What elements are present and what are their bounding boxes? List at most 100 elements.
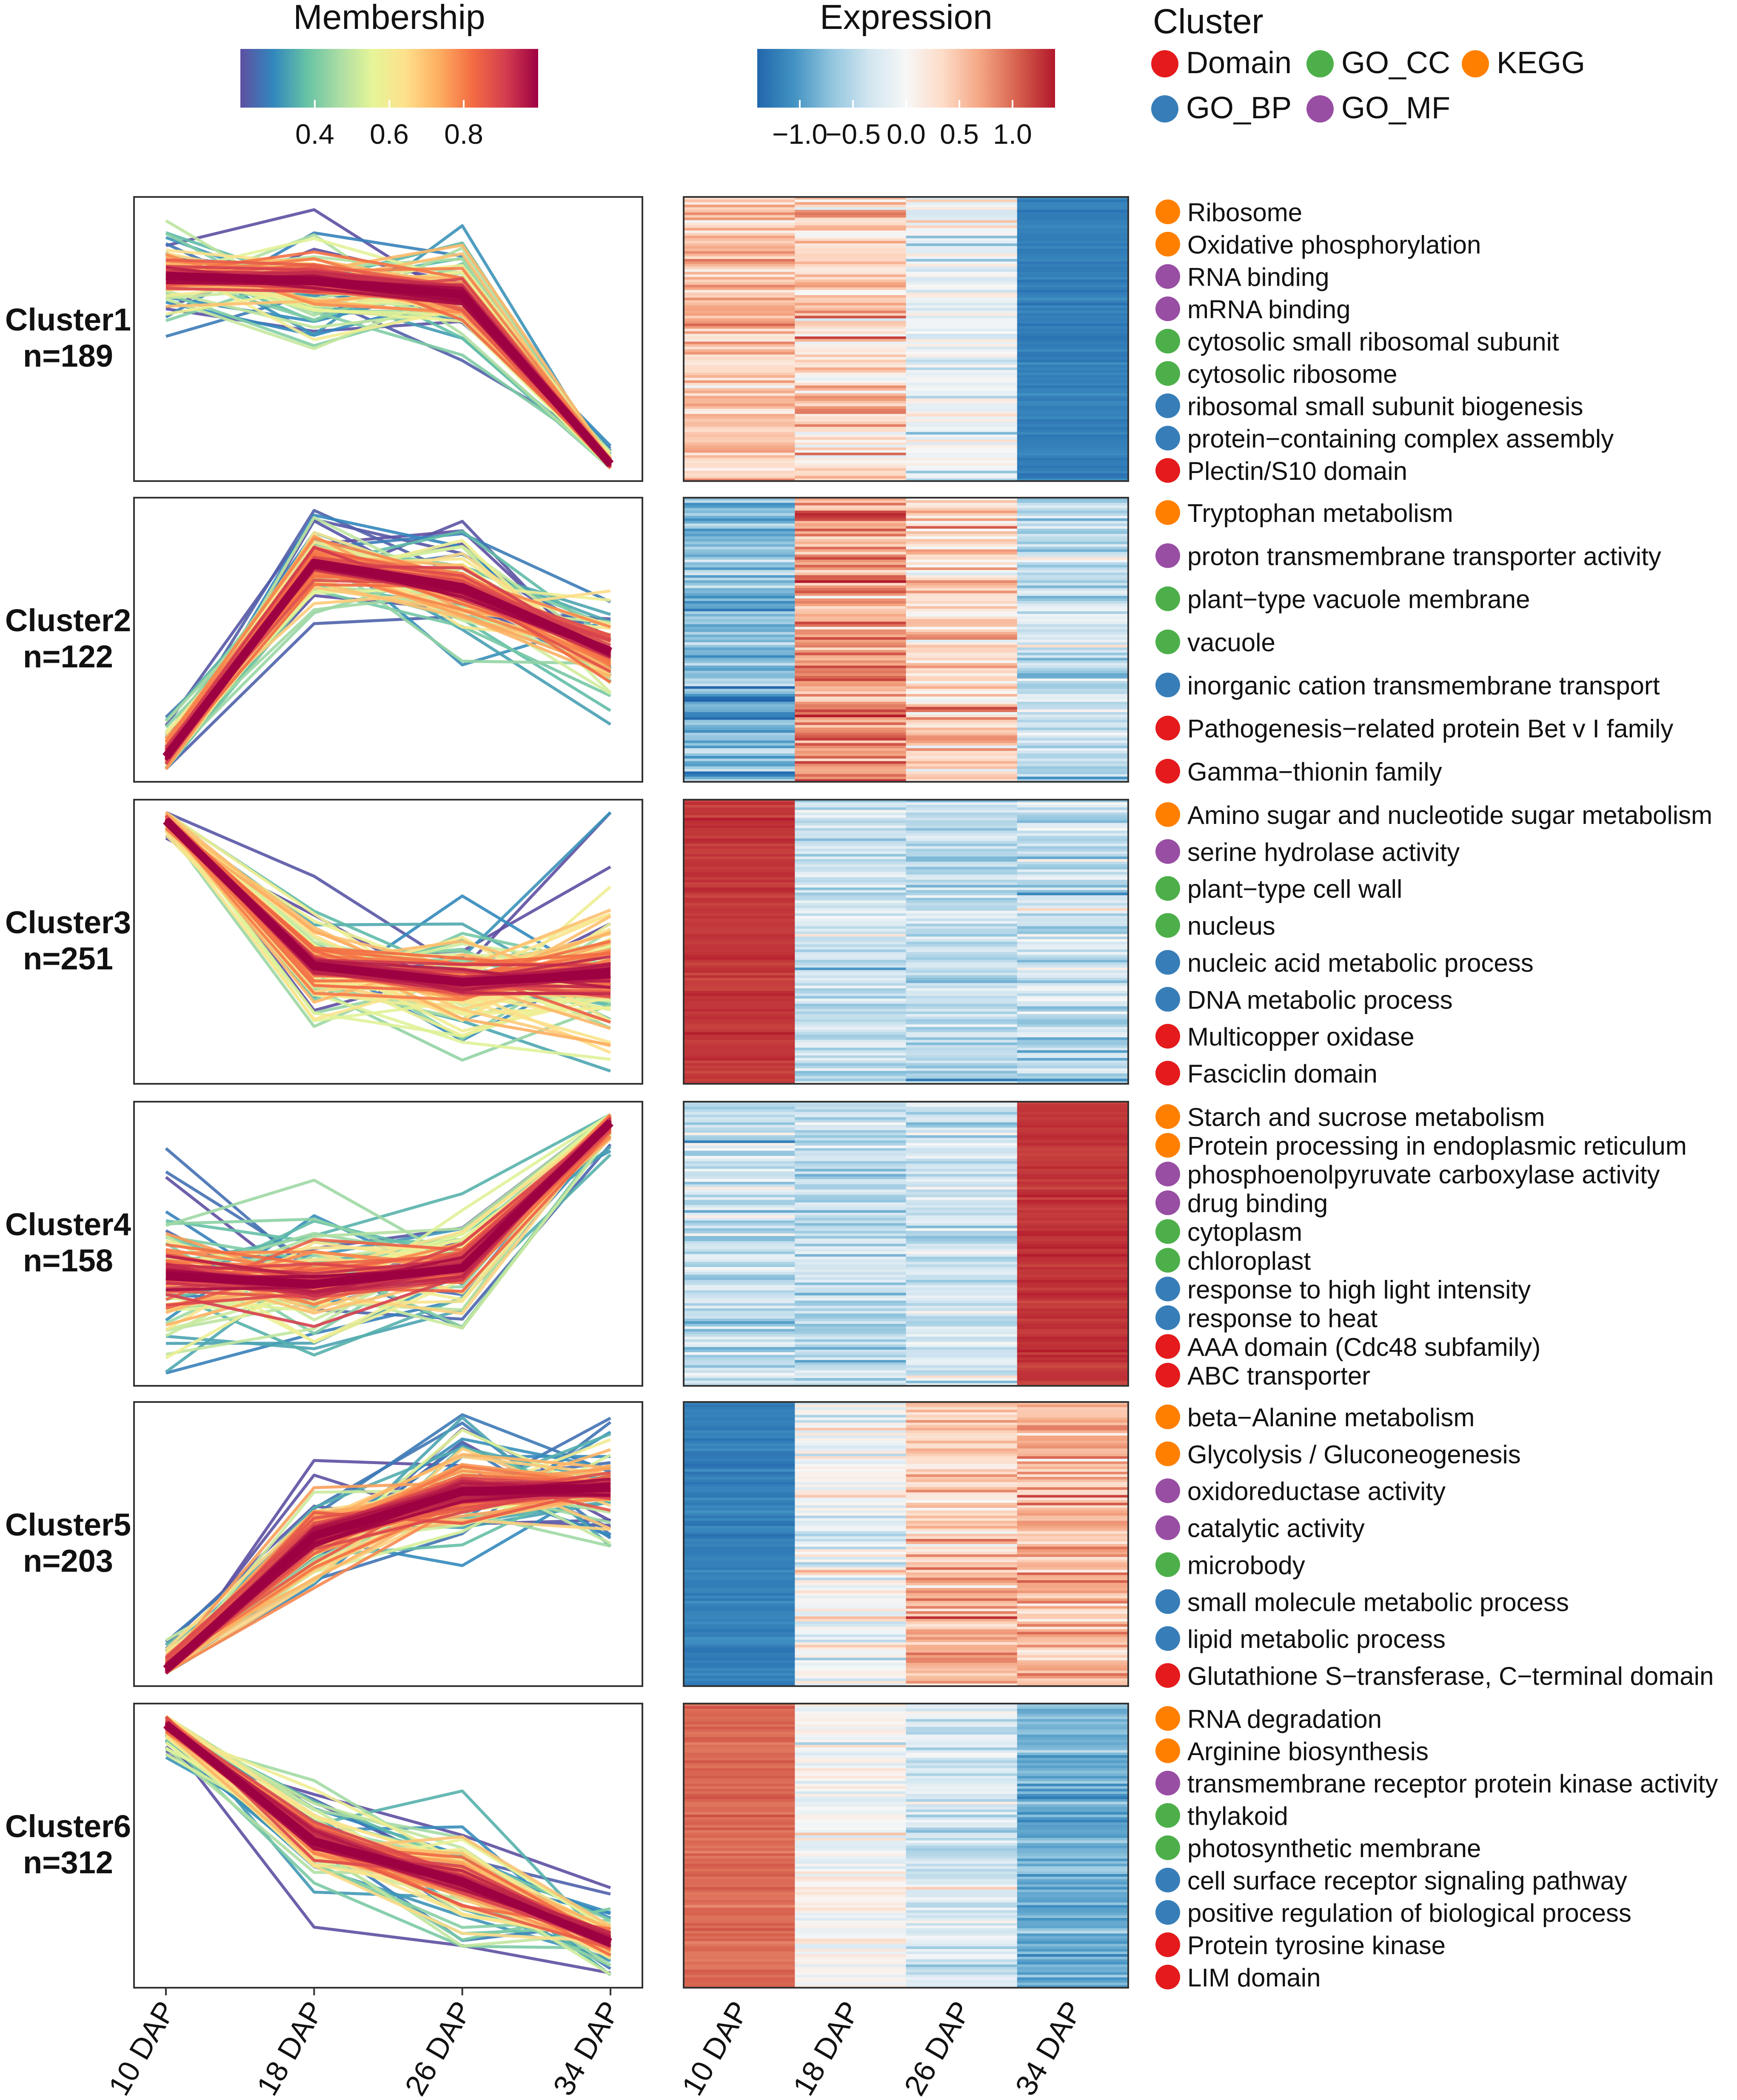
heatmap-cell (1017, 1789, 1129, 1792)
heatmap-cell (1017, 1305, 1129, 1309)
heatmap-cell (684, 1575, 795, 1578)
heatmap-cell (906, 1750, 1018, 1753)
heatmap-cell (795, 1706, 907, 1709)
heatmap-cell (1017, 1236, 1129, 1239)
heatmap-cell (795, 967, 907, 971)
membership-ticks: 0.4 0.6 0.8 (295, 100, 483, 150)
heatmap-cell (684, 406, 795, 409)
heatmap-cell (906, 1168, 1018, 1172)
heatmap-cell (906, 1259, 1018, 1262)
heatmap-cell (795, 606, 907, 609)
heatmap-cell (684, 1233, 795, 1237)
heatmap-cell (684, 1068, 795, 1071)
heatmap-cell (684, 1319, 795, 1322)
heatmap-cell (1017, 1825, 1129, 1828)
heatmap-cell (795, 1752, 907, 1756)
heatmap-cell (795, 1428, 907, 1431)
heatmap-cell (906, 1029, 1018, 1033)
heatmap-cell (906, 1742, 1018, 1745)
heatmap-cell (684, 264, 795, 267)
enriched-term-label: lipid metabolic process (1187, 1625, 1446, 1653)
heatmap-cell (906, 1430, 1018, 1433)
heatmap-cell (906, 1969, 1018, 1973)
heatmap-cell (906, 1210, 1018, 1213)
heatmap-cell (1017, 740, 1129, 744)
heatmap-cell (795, 1606, 907, 1609)
heatmap-cell (795, 1469, 907, 1472)
heatmap-cell (795, 248, 907, 252)
heatmap-cell (1017, 503, 1129, 506)
heatmap-cell (906, 1324, 1018, 1327)
heatmap-cell (906, 1477, 1018, 1480)
heatmap-cell (1017, 513, 1129, 516)
heatmap-cell (1017, 1827, 1129, 1831)
enriched-term-label: plant−type vacuole membrane (1187, 585, 1530, 614)
heatmap-cell (1017, 627, 1129, 630)
heatmap-cell (795, 854, 907, 857)
heatmap-cell (684, 658, 795, 661)
heatmap-cell (684, 1045, 795, 1048)
enriched-term-label: cytoplasm (1187, 1218, 1302, 1246)
heatmap-cell (795, 1231, 907, 1234)
heatmap-cell (906, 1549, 1018, 1552)
heatmap-cell (1017, 552, 1129, 555)
heatmap-cell (906, 1215, 1018, 1218)
heatmap-cell (684, 419, 795, 422)
heatmap-cell (684, 1277, 795, 1280)
heatmap-cell (906, 1639, 1018, 1643)
heatmap-cell (906, 308, 1018, 311)
heatmap-cell (906, 266, 1018, 270)
heatmap-cell (684, 1763, 795, 1766)
enriched-term-label: Protein processing in endoplasmic reticu… (1187, 1132, 1687, 1160)
heatmap-cell (684, 1076, 795, 1079)
heatmap-cell (684, 720, 795, 723)
heatmap-cell (1017, 1562, 1129, 1565)
heatmap-cell (906, 1938, 1018, 1942)
heatmap-cell (795, 1724, 907, 1727)
heatmap-cell (795, 1539, 907, 1542)
heatmap-cell (684, 1755, 795, 1758)
heatmap-cell (1017, 1040, 1129, 1043)
heatmap-cell (795, 403, 907, 407)
heatmap-cell (906, 536, 1018, 539)
heatmap-cell (684, 1737, 795, 1740)
heatmap-cell (795, 1768, 907, 1771)
heatmap-cell (1017, 1796, 1129, 1800)
heatmap-cell (795, 510, 907, 514)
heatmap-cell (906, 1827, 1018, 1831)
heatmap-cell (906, 1593, 1018, 1596)
heatmap-cell (684, 1197, 795, 1200)
heatmap-cell (906, 1678, 1018, 1681)
heatmap-cell (795, 598, 907, 601)
heatmap-cell (1017, 1918, 1129, 1921)
heatmap-cell (795, 1233, 907, 1237)
heatmap-cell (684, 217, 795, 221)
heatmap-cell (906, 202, 1018, 205)
heatmap-cell (795, 1747, 907, 1750)
heatmap-cell (795, 634, 907, 638)
heatmap-cell (795, 841, 907, 844)
heatmap-cell (684, 1727, 795, 1730)
heatmap-cell (684, 1037, 795, 1040)
heatmap-cell (684, 825, 795, 829)
heatmap-cell (906, 1138, 1018, 1141)
heatmap-cell (795, 1585, 907, 1588)
heatmap-cell (1017, 1321, 1129, 1324)
heatmap-cell (906, 1804, 1018, 1807)
heatmap-cell (795, 1895, 907, 1898)
heatmap-cell (1017, 1765, 1129, 1769)
heatmap-cell (795, 1145, 907, 1148)
heatmap-cell (1017, 1368, 1129, 1371)
heatmap-cell (906, 1711, 1018, 1714)
heatmap-cell (1017, 437, 1129, 440)
heatmap-cell (684, 1936, 795, 1939)
heatmap-cell (906, 820, 1018, 823)
heatmap-cell (795, 1009, 907, 1012)
heatmap-cell (1017, 1153, 1129, 1157)
heatmap-cell (906, 1438, 1018, 1441)
heatmap-cell (1017, 1874, 1129, 1877)
heatmap-cell (1017, 222, 1129, 226)
heatmap-cell (795, 947, 907, 950)
heatmap-cell (684, 1443, 795, 1446)
heatmap-cell (906, 800, 1018, 803)
